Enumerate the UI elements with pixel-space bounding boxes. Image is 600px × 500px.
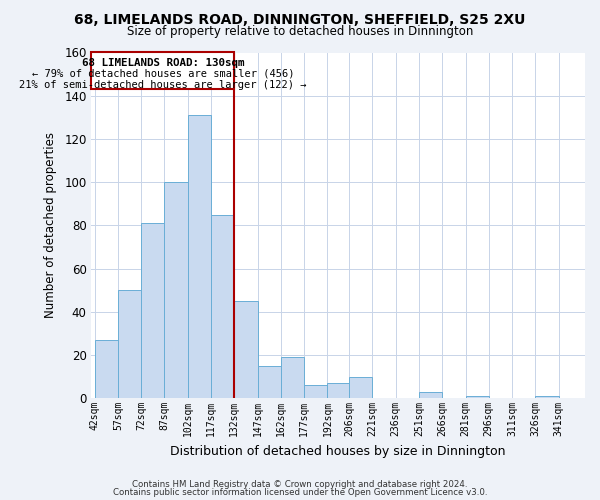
Bar xyxy=(328,383,350,398)
Bar xyxy=(257,366,281,398)
Bar xyxy=(466,396,489,398)
Text: Size of property relative to detached houses in Dinnington: Size of property relative to detached ho… xyxy=(127,25,473,38)
X-axis label: Distribution of detached houses by size in Dinnington: Distribution of detached houses by size … xyxy=(170,444,506,458)
Bar xyxy=(535,396,559,398)
Bar xyxy=(234,301,257,398)
Bar xyxy=(304,385,328,398)
Text: 68, LIMELANDS ROAD, DINNINGTON, SHEFFIELD, S25 2XU: 68, LIMELANDS ROAD, DINNINGTON, SHEFFIEL… xyxy=(74,12,526,26)
Bar xyxy=(211,214,234,398)
Bar xyxy=(91,52,234,89)
Text: Contains HM Land Registry data © Crown copyright and database right 2024.: Contains HM Land Registry data © Crown c… xyxy=(132,480,468,489)
Bar xyxy=(419,392,442,398)
Bar xyxy=(95,340,118,398)
Bar xyxy=(141,223,164,398)
Bar xyxy=(164,182,188,398)
Text: 68 LIMELANDS ROAD: 130sqm: 68 LIMELANDS ROAD: 130sqm xyxy=(82,58,244,68)
Bar xyxy=(188,115,211,398)
Bar xyxy=(118,290,141,398)
Text: Contains public sector information licensed under the Open Government Licence v3: Contains public sector information licen… xyxy=(113,488,487,497)
Text: ← 79% of detached houses are smaller (456): ← 79% of detached houses are smaller (45… xyxy=(32,68,294,78)
Bar xyxy=(281,357,304,398)
Text: 21% of semi-detached houses are larger (122) →: 21% of semi-detached houses are larger (… xyxy=(19,80,307,90)
Bar xyxy=(349,376,373,398)
Y-axis label: Number of detached properties: Number of detached properties xyxy=(44,132,58,318)
